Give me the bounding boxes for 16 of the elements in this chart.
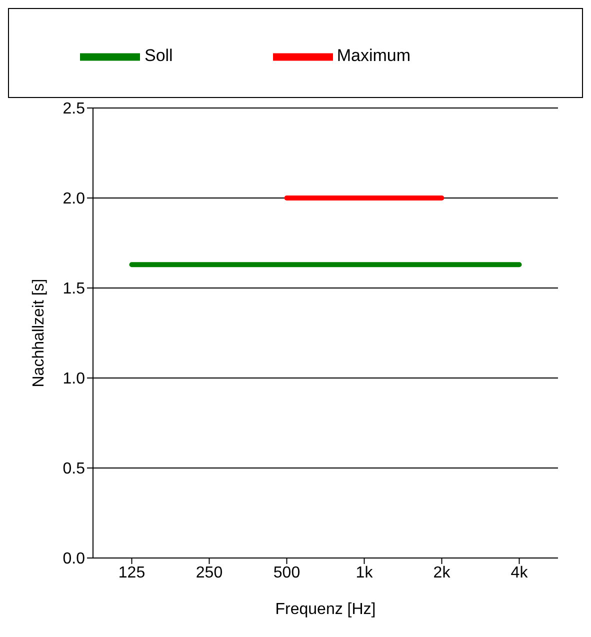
x-tick-label: 4k	[510, 564, 529, 582]
x-tick-label: 1k	[356, 564, 374, 582]
y-axis-title: Nachhallzeit [s]	[30, 278, 48, 388]
y-tick-label: 1.0	[62, 370, 86, 388]
y-tick-label: 2.5	[62, 100, 86, 118]
y-tick-label: 0.5	[62, 460, 86, 478]
x-axis-title: Frequenz [Hz]	[275, 601, 376, 618]
y-tick-label: 2.0	[62, 190, 86, 208]
y-tick-label: 0.0	[62, 550, 86, 568]
x-tick-label: 2k	[433, 564, 452, 582]
x-tick-label: 500	[273, 564, 300, 582]
legend-label: Soll	[144, 46, 173, 66]
y-tick-label: 1.5	[62, 280, 86, 298]
x-tick-label: 250	[196, 564, 223, 582]
legend-label: Maximum	[336, 46, 411, 66]
x-tick-label: 125	[118, 564, 146, 582]
